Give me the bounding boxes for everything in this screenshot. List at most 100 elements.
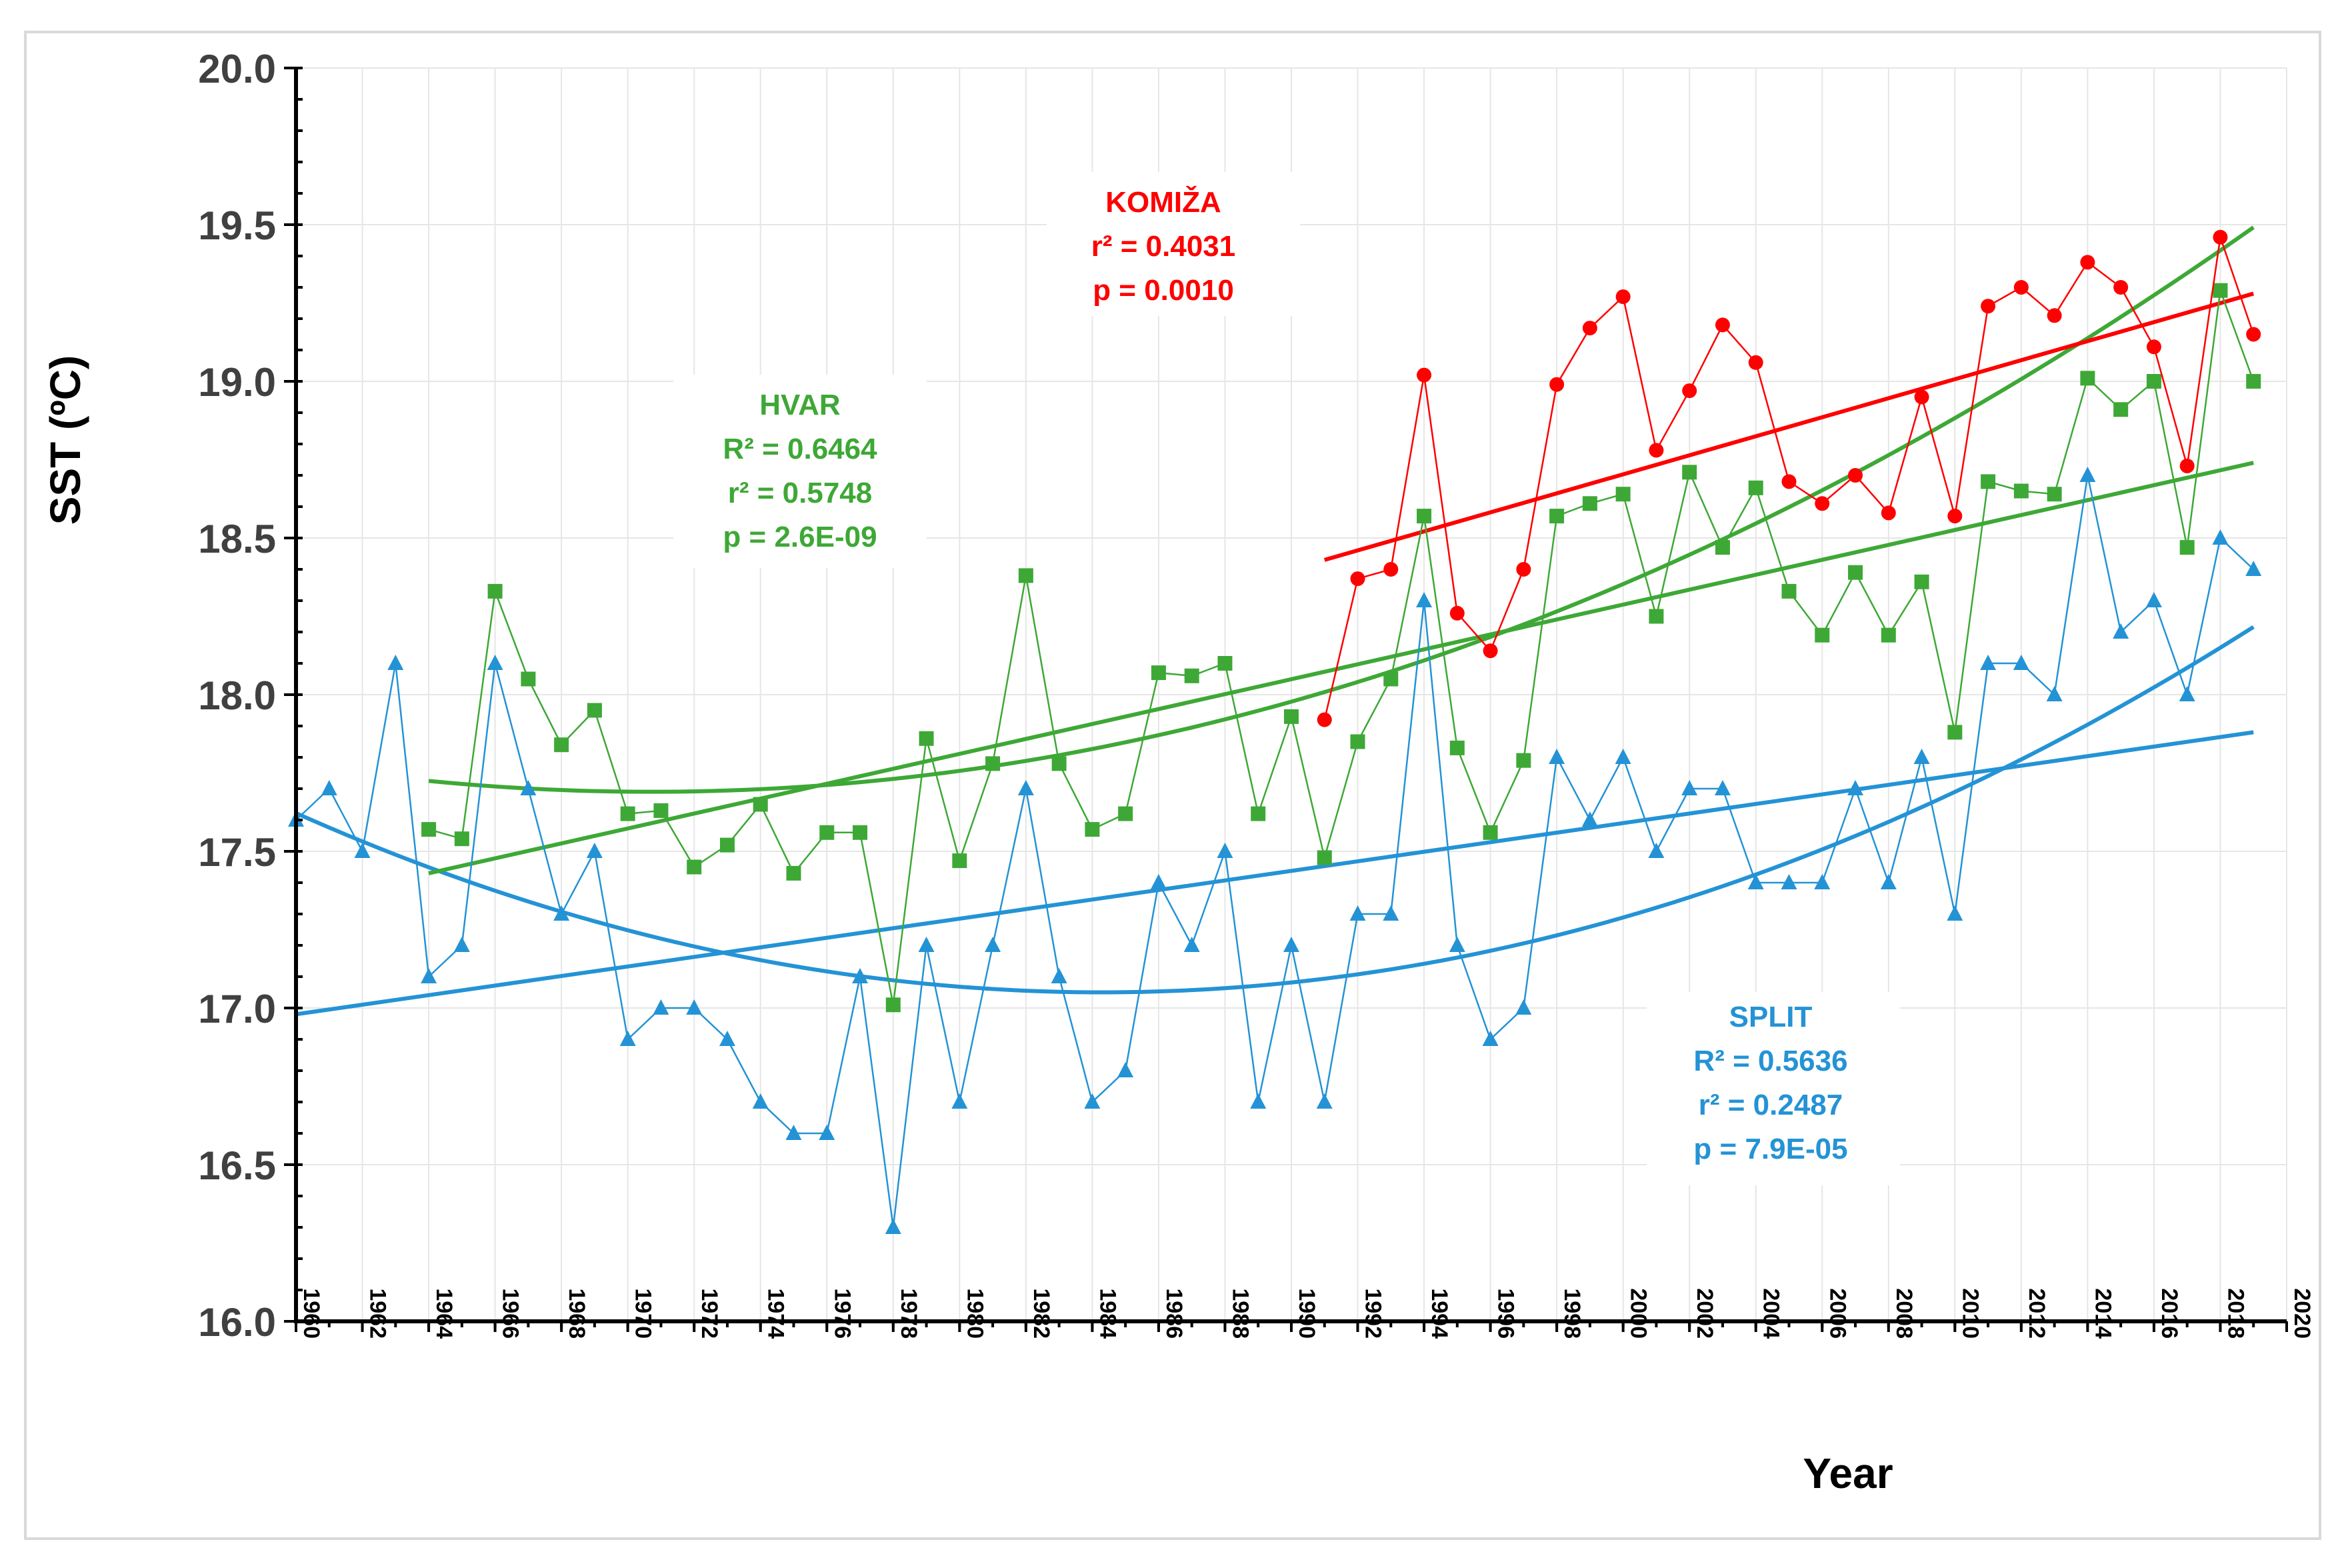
point-split bbox=[1482, 1031, 1499, 1046]
point-split bbox=[951, 1093, 968, 1109]
point-hvar bbox=[1615, 487, 1631, 502]
point-hvar bbox=[1947, 725, 1963, 740]
point-split bbox=[1183, 937, 1200, 952]
point-hvar bbox=[1151, 665, 1166, 681]
point-split bbox=[1316, 1093, 1333, 1109]
point-hvar bbox=[1383, 671, 1399, 687]
y-tick-label: 17.5 bbox=[198, 830, 276, 875]
trend-poly-hvar bbox=[428, 225, 2255, 794]
annotation-split: SPLIT R² = 0.5636 r² = 0.2487 p = 7.9E-0… bbox=[1647, 992, 1900, 1185]
point-hvar bbox=[1284, 709, 1299, 724]
point-komia bbox=[1881, 505, 1896, 521]
point-komia bbox=[2080, 255, 2095, 270]
point-hvar bbox=[521, 671, 536, 687]
point-komia bbox=[1914, 389, 1929, 405]
x-tick-label: 1992 bbox=[1361, 1288, 1386, 1339]
annotation-hvar-R2: R² = 0.6464 bbox=[723, 433, 877, 465]
y-tick-label: 19.5 bbox=[198, 203, 276, 248]
point-split bbox=[1681, 780, 1698, 795]
point-komia bbox=[2146, 339, 2161, 355]
trend-linear-hvar bbox=[428, 461, 2254, 875]
point-split bbox=[1814, 874, 1831, 889]
trend-linear-split bbox=[295, 730, 2254, 1017]
x-tick-label: 1960 bbox=[299, 1288, 324, 1339]
point-hvar bbox=[819, 825, 835, 840]
annotation-hvar-r2: r² = 0.5748 bbox=[728, 477, 873, 509]
point-hvar bbox=[421, 822, 437, 837]
point-hvar bbox=[1881, 627, 1896, 643]
point-hvar bbox=[1417, 509, 1432, 524]
point-komia bbox=[2179, 458, 2195, 473]
point-komia bbox=[1350, 571, 1365, 587]
point-komia bbox=[1582, 321, 1597, 336]
point-hvar bbox=[1317, 850, 1332, 865]
x-tick-label: 1968 bbox=[564, 1288, 589, 1339]
x-tick-label: 1972 bbox=[697, 1288, 722, 1339]
point-split bbox=[1250, 1093, 1267, 1109]
y-tick-label: 19.0 bbox=[198, 360, 276, 405]
point-split bbox=[1980, 655, 1997, 670]
point-komia bbox=[1981, 299, 1996, 314]
x-tick-label: 1978 bbox=[896, 1288, 921, 1339]
point-hvar bbox=[1217, 656, 1233, 671]
x-tick-label: 1990 bbox=[1294, 1288, 1319, 1339]
x-tick-label: 1976 bbox=[829, 1288, 855, 1339]
point-split bbox=[1150, 874, 1167, 889]
point-hvar bbox=[687, 859, 702, 875]
point-split bbox=[985, 937, 1001, 952]
point-hvar bbox=[1748, 480, 1763, 495]
point-split bbox=[752, 1093, 769, 1109]
point-hvar bbox=[1682, 465, 1697, 480]
point-hvar bbox=[554, 737, 569, 753]
point-split bbox=[2179, 686, 2195, 701]
point-komia bbox=[2213, 229, 2228, 245]
x-tick-label: 1984 bbox=[1095, 1288, 1120, 1339]
point-split bbox=[487, 655, 503, 670]
annotation-hvar-p: p = 2.6E-09 bbox=[723, 521, 877, 553]
point-hvar bbox=[1582, 496, 1597, 511]
y-axis-title: SST (ºC) bbox=[41, 355, 89, 525]
point-hvar bbox=[2246, 374, 2261, 389]
point-komia bbox=[1848, 468, 1863, 483]
point-split bbox=[2079, 467, 2096, 482]
point-split bbox=[2046, 686, 2063, 701]
point-komia bbox=[1815, 496, 1830, 511]
point-komia bbox=[1483, 643, 1498, 659]
point-split bbox=[421, 968, 437, 983]
point-split bbox=[719, 1031, 735, 1046]
point-hvar bbox=[1018, 568, 1033, 583]
x-tick-label: 2014 bbox=[2090, 1288, 2115, 1339]
point-hvar bbox=[1649, 609, 1664, 624]
point-split bbox=[1880, 874, 1897, 889]
point-komia bbox=[1781, 474, 1797, 489]
point-split bbox=[1847, 780, 1864, 795]
x-tick-label: 2008 bbox=[1891, 1288, 1917, 1339]
point-komia bbox=[1649, 443, 1664, 458]
point-split bbox=[1581, 811, 1598, 827]
annotation-komiza: KOMIŽA r² = 0.4031 p = 0.0010 bbox=[1047, 172, 1300, 316]
point-komia bbox=[2013, 280, 2029, 295]
point-split bbox=[852, 968, 869, 983]
point-komia bbox=[1516, 562, 1531, 577]
y-tick-label: 16.5 bbox=[198, 1143, 276, 1188]
point-split bbox=[1913, 749, 1930, 764]
annotation-split-title: SPLIT bbox=[1729, 1001, 1813, 1033]
point-hvar bbox=[853, 825, 868, 840]
point-hvar bbox=[1848, 565, 1863, 580]
point-split bbox=[2113, 623, 2129, 639]
point-hvar bbox=[587, 703, 602, 718]
point-split bbox=[918, 937, 935, 952]
point-split bbox=[1947, 905, 1963, 921]
point-split bbox=[785, 1125, 802, 1140]
point-hvar bbox=[753, 797, 768, 812]
point-split bbox=[1416, 592, 1433, 607]
point-split bbox=[354, 843, 371, 858]
point-hvar bbox=[719, 837, 735, 853]
y-tick-label: 16.0 bbox=[198, 1300, 276, 1345]
point-split bbox=[387, 655, 404, 670]
point-split bbox=[1383, 905, 1399, 921]
point-komia bbox=[2047, 308, 2062, 323]
data-series bbox=[288, 229, 2262, 1234]
x-tick-label: 1994 bbox=[1427, 1288, 1452, 1339]
point-split bbox=[2013, 655, 2029, 670]
